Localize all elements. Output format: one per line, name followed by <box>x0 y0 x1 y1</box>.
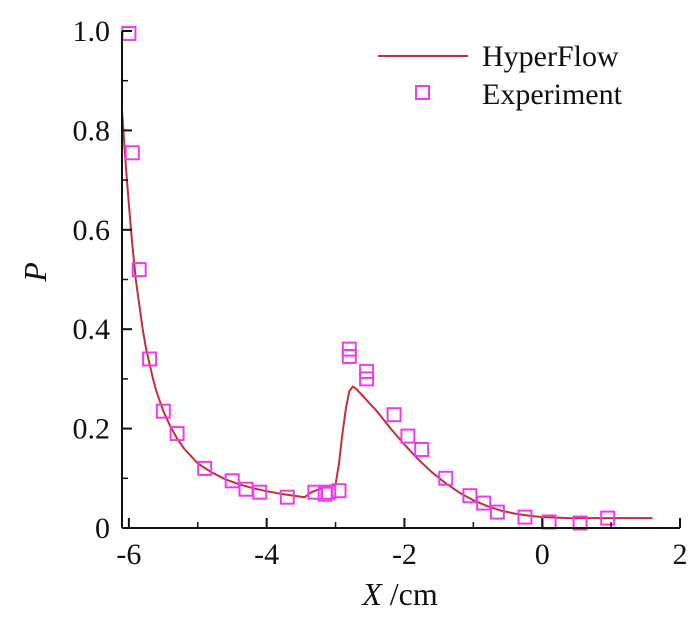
experiment-point <box>476 495 492 511</box>
x-tick-label: 2 <box>673 538 688 571</box>
x-tick-label: -2 <box>392 538 417 571</box>
x-axis-unit: /cm <box>382 576 438 612</box>
experiment-point <box>359 371 375 387</box>
experiment-point <box>169 426 185 442</box>
experiment-point <box>252 484 268 500</box>
experiment-point <box>131 262 147 278</box>
experiment-point <box>279 489 295 505</box>
x-tick-label: 0 <box>535 538 550 571</box>
experiment-point <box>331 483 347 499</box>
y-tick-label: 0.2 <box>73 413 111 446</box>
x-axis-var: X <box>360 576 383 612</box>
experiment-point <box>321 484 337 500</box>
x-axis-title: X /cm <box>360 576 438 612</box>
series-layer <box>121 26 653 531</box>
y-axis-title: P <box>17 262 53 283</box>
y-tick-label: 0.6 <box>73 214 111 247</box>
experiment-point <box>400 428 416 444</box>
legend-marker-swatch <box>415 85 430 100</box>
x-tick-label: -4 <box>254 538 279 571</box>
y-tick-label: 0.4 <box>73 313 111 346</box>
series-line-hyperflow <box>121 110 653 520</box>
experiment-point <box>386 407 402 423</box>
axes-layer: -6 -4 -2 0 2 0 0.2 0.4 0.6 0.8 1.0 <box>73 15 688 571</box>
legend: HyperFlow Experiment <box>378 40 623 111</box>
experiment-point <box>142 351 158 367</box>
experiment-point <box>341 349 357 364</box>
experiment-point <box>572 515 588 531</box>
legend-label-experiment: Experiment <box>482 78 623 111</box>
experiment-point <box>224 473 240 489</box>
y-tick-label: 0.8 <box>73 114 111 147</box>
experiment-point <box>600 510 616 526</box>
experiment-point <box>197 460 213 476</box>
y-tick-label: 1.0 <box>73 15 111 48</box>
experiment-point <box>489 504 505 520</box>
experiment-point <box>121 26 137 41</box>
experiment-point <box>155 403 171 419</box>
experiment-point <box>414 442 430 457</box>
experiment-point <box>438 470 454 486</box>
experiment-point <box>124 145 140 161</box>
x-tick-label: -6 <box>116 538 141 571</box>
legend-label-hyperflow: HyperFlow <box>482 40 619 73</box>
experiment-point <box>517 509 533 525</box>
y-tick-label: 0 <box>95 512 110 545</box>
